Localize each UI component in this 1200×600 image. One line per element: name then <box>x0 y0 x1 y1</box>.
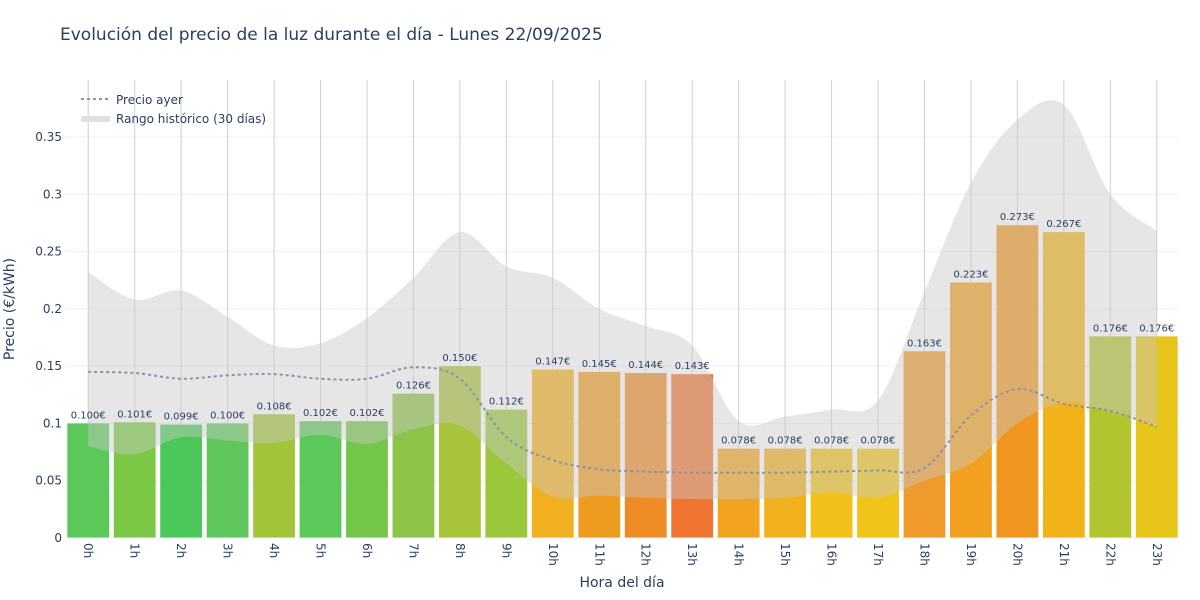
bar-value-label: 0.150€ <box>442 353 477 364</box>
bar-value-label: 0.112€ <box>489 397 524 408</box>
bar-22h <box>1089 336 1132 538</box>
y-tick-label: 0.2 <box>43 302 62 316</box>
bar-value-label: 0.267€ <box>1046 219 1081 230</box>
bar-value-label: 0.126€ <box>396 381 431 392</box>
x-tick-label: 6h <box>360 543 374 558</box>
bar-16h <box>810 448 853 538</box>
y-tick-label: 0.15 <box>35 359 62 373</box>
bar-value-label: 0.100€ <box>210 410 245 421</box>
bar-value-label: 0.100€ <box>71 410 106 421</box>
bar-value-label: 0.102€ <box>303 408 338 419</box>
bar-12h <box>624 373 667 538</box>
x-tick-label: 23h <box>1150 543 1164 566</box>
legend-band-icon <box>81 116 110 122</box>
bar-10h <box>531 369 574 538</box>
bar-value-label: 0.078€ <box>861 436 896 447</box>
bar-value-label: 0.144€ <box>628 360 663 371</box>
bar-13h <box>671 374 714 538</box>
x-tick-label: 13h <box>685 543 699 566</box>
bar-9h <box>485 409 528 538</box>
bar-value-label: 0.078€ <box>721 436 756 447</box>
x-tick-label: 3h <box>221 543 235 558</box>
x-tick-label: 16h <box>825 543 839 566</box>
bar-value-label: 0.176€ <box>1093 323 1128 334</box>
x-tick-label: 20h <box>1010 543 1024 566</box>
y-tick-label: 0.3 <box>43 187 62 201</box>
x-tick-label: 2h <box>174 543 188 558</box>
bar-21h <box>1042 232 1085 539</box>
historical-range-band <box>88 100 1157 500</box>
x-tick-label: 8h <box>453 543 467 558</box>
bar-4h <box>253 414 295 538</box>
y-tick-label: 0.25 <box>35 245 62 259</box>
bar-17h <box>857 448 899 538</box>
bar-value-label: 0.145€ <box>582 359 617 370</box>
x-tick-label: 4h <box>267 543 281 558</box>
legend-label-precio-ayer: Precio ayer <box>116 93 183 107</box>
x-axis-title: Hora del día <box>579 575 664 591</box>
x-tick-label: 7h <box>406 543 420 558</box>
bar-value-label: 0.143€ <box>675 361 710 372</box>
x-tick-label: 17h <box>871 543 885 566</box>
bar-value-label: 0.163€ <box>907 338 942 349</box>
bar-value-label: 0.223€ <box>953 270 988 281</box>
bar-value-label: 0.176€ <box>1139 323 1174 334</box>
y-tick-label: 0 <box>54 531 62 545</box>
x-tick-label: 15h <box>778 543 792 566</box>
x-tick-label: 11h <box>592 543 606 566</box>
bar-20h <box>996 225 1039 538</box>
bar-19h <box>950 282 992 538</box>
x-tick-label: 14h <box>732 543 746 566</box>
bar-11h <box>578 371 621 538</box>
x-tick-label: 22h <box>1103 543 1117 566</box>
bar-5h <box>299 421 342 538</box>
x-tick-label: 0h <box>81 543 95 558</box>
bar-23h <box>1135 336 1178 538</box>
bar-value-label: 0.101€ <box>117 409 152 420</box>
y-tick-label: 0.1 <box>43 416 62 430</box>
bar-7h <box>392 393 435 538</box>
legend: Precio ayer Rango histórico (30 días) <box>81 93 266 126</box>
x-tick-label: 1h <box>128 543 142 558</box>
x-tick-label: 19h <box>964 543 978 566</box>
x-tick-label: 18h <box>917 543 931 566</box>
y-axis-title: Precio (€/kWh) <box>2 258 18 360</box>
bar-15h <box>764 448 807 538</box>
bar-value-label: 0.102€ <box>349 408 384 419</box>
bar-0h <box>67 423 110 538</box>
y-tick-label: 0.35 <box>35 130 62 144</box>
bar-18h <box>903 351 946 538</box>
x-tick-label: 9h <box>499 543 513 558</box>
x-tick-label: 21h <box>1057 543 1071 566</box>
bar-value-label: 0.273€ <box>1000 212 1035 223</box>
bar-14h <box>717 448 760 538</box>
bar-value-label: 0.099€ <box>164 412 199 423</box>
bar-1h <box>113 422 156 538</box>
y-tick-label: 0.05 <box>35 474 62 488</box>
bar-value-label: 0.078€ <box>768 436 803 447</box>
bar-value-label: 0.108€ <box>257 401 292 412</box>
bar-value-label: 0.078€ <box>814 436 849 447</box>
x-tick-label: 12h <box>639 543 653 566</box>
x-tick-label: 10h <box>546 543 560 566</box>
bar-6h <box>346 421 388 538</box>
chart-title: Evolución del precio de la luz durante e… <box>60 25 603 45</box>
bar-3h <box>206 423 249 538</box>
bar-2h <box>160 424 203 538</box>
bar-value-label: 0.147€ <box>535 357 570 368</box>
legend-label-rango: Rango histórico (30 días) <box>116 112 266 126</box>
x-tick-label: 5h <box>314 543 328 558</box>
previous-day-price-line <box>88 366 1158 474</box>
